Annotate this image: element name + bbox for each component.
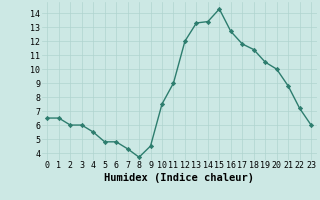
X-axis label: Humidex (Indice chaleur): Humidex (Indice chaleur) [104,173,254,183]
